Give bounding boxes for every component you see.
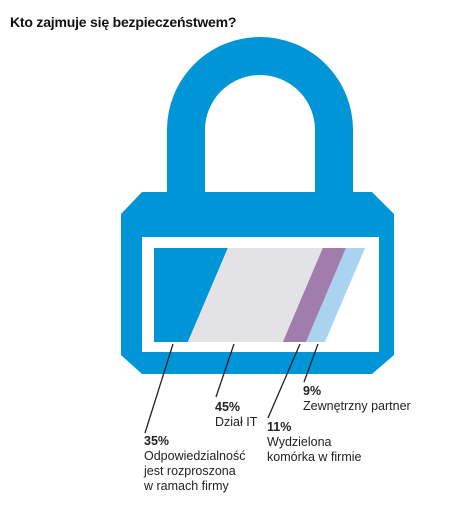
leader-lines	[144, 343, 319, 434]
segment-label-text: Dział IT	[215, 415, 258, 429]
segment-label-text: Odpowiedzialność	[144, 449, 246, 463]
segment-label-text: Zewnętrzny partner	[303, 399, 411, 413]
bar-segments	[154, 248, 365, 342]
segment-percent: 35%	[144, 434, 170, 448]
segment-label-text: Wydzielona	[267, 435, 332, 449]
padlock-shackle	[167, 37, 353, 192]
bar-segment	[306, 248, 365, 342]
segment-label-text: komórka w firmie	[267, 450, 362, 464]
bar-segment	[187, 248, 323, 342]
segment-percent: 11%	[267, 420, 292, 434]
bar-segment	[154, 248, 228, 342]
segment-percent: 9%	[303, 384, 322, 398]
leader-line	[303, 343, 319, 383]
segment-label: 11% Wydzielona komórka w firmie	[267, 420, 361, 465]
segment-label: 9% Zewnętrzny partner	[303, 384, 411, 414]
segment-label: 35% Odpowiedzialność jest rozproszona w ram…	[144, 434, 245, 494]
bar-segment	[282, 248, 347, 342]
segment-label-text: w ramach firmy	[144, 479, 229, 493]
leader-line	[267, 343, 301, 419]
leader-line	[215, 343, 235, 398]
segment-label-text: jest rozproszona	[144, 464, 236, 478]
leader-line	[144, 343, 174, 434]
segment-label: 45% Dział IT	[215, 400, 257, 430]
chart-title: Kto zajmuje się bezpieczeństwem?	[10, 14, 237, 30]
segment-percent: 45%	[215, 400, 241, 414]
